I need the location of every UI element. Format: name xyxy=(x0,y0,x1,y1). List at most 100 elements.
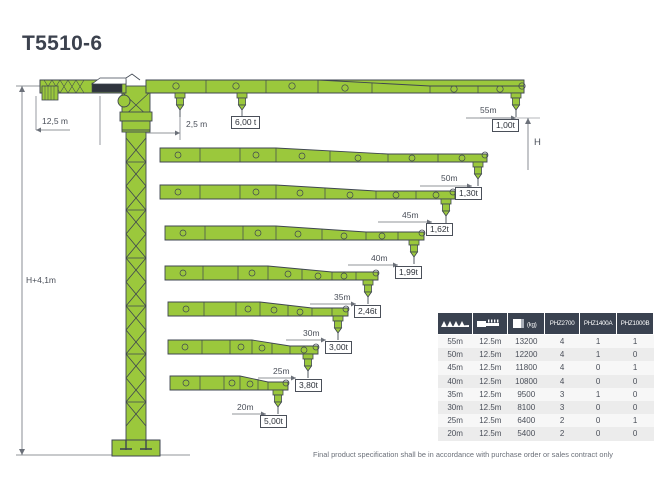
cell-phz2700: 2 xyxy=(559,416,565,426)
cell-phz1400a: 1 xyxy=(595,350,601,360)
cell-min-radius: 12.5m xyxy=(479,363,502,373)
radius-label-35m: 35m xyxy=(334,292,351,302)
table-row: 25m 12.5m 6400 2 0 1 xyxy=(437,414,654,428)
cell-phz2700: 4 xyxy=(559,363,565,373)
cell-phz1000b: 0 xyxy=(632,376,638,386)
cell-jib-length: 20m xyxy=(447,429,463,439)
table-header-row: (kg) PHZ2700 PHZ1400A PHZ1000B xyxy=(436,312,654,335)
counterjib-dimension xyxy=(35,96,101,145)
jib-row-50m xyxy=(159,147,489,189)
jib-length-icon xyxy=(441,321,470,327)
cell-min-radius: 12.5m xyxy=(479,389,502,399)
slewing-unit xyxy=(117,85,153,133)
jib-row-45m xyxy=(159,184,457,225)
crane-mast xyxy=(111,129,161,457)
cell-phz2700: 3 xyxy=(559,403,565,413)
cell-phz2700: 2 xyxy=(559,429,565,439)
capacity-label-35m: 2,46t xyxy=(354,305,381,318)
radius-label-30m: 30m xyxy=(303,328,320,338)
cell-phz1400a: 1 xyxy=(595,337,601,347)
cell-load: 8100 xyxy=(517,403,536,413)
header-phz2700: PHZ2700 xyxy=(544,312,581,335)
header-phz1400a: PHZ1400A xyxy=(579,312,618,335)
jib-row-40m xyxy=(164,225,426,268)
cell-min-radius: 12.5m xyxy=(479,403,502,413)
header-jib-length xyxy=(436,312,474,335)
cell-min-radius: 12.5m xyxy=(479,350,502,360)
cell-phz1000b: 0 xyxy=(632,429,638,439)
disclaimer-text: Final product specification shall be in … xyxy=(313,450,613,459)
cell-phz2700: 3 xyxy=(559,389,565,399)
table-row: 55m 12.5m 13200 4 1 1 xyxy=(437,334,654,349)
cell-phz1000b: 1 xyxy=(632,363,638,373)
jib-row-25m xyxy=(167,339,320,381)
cell-phz2700: 4 xyxy=(559,337,565,347)
cell-phz2700: 4 xyxy=(559,350,565,360)
load-chart-table: (kg) PHZ2700 PHZ1400A PHZ1000B 55m 12.5m… xyxy=(436,312,654,441)
dimension-total-height: H+4,1m xyxy=(26,275,56,285)
header-phz1000b: PHZ1000B xyxy=(616,312,654,335)
table-row: 20m 12.5m 5400 2 0 0 xyxy=(437,427,654,441)
cell-phz1400a: 0 xyxy=(595,403,601,413)
table-row: 45m 12.5m 11800 4 0 1 xyxy=(437,361,654,375)
cell-phz2700: 4 xyxy=(559,376,565,386)
capacity-label-40m: 1,99t xyxy=(395,266,422,279)
table-row: 50m 12.5m 12200 4 1 0 xyxy=(437,348,654,362)
cell-jib-length: 35m xyxy=(447,389,463,399)
radius-label-20m: 20m xyxy=(237,402,254,412)
cell-load: 9500 xyxy=(517,389,536,399)
cell-load: 10800 xyxy=(515,376,538,386)
dimension-hook-height: H xyxy=(534,137,541,148)
cell-phz1400a: 0 xyxy=(595,416,601,426)
capacity-label-25m: 3,80t xyxy=(295,379,322,392)
jib-row-30m xyxy=(167,301,350,343)
cell-phz1400a: 0 xyxy=(595,376,601,386)
jib-row-35m xyxy=(164,265,380,307)
header-phz1000b-label: PHZ1000B xyxy=(620,320,650,327)
cell-jib-length: 55m xyxy=(447,337,463,347)
cell-load: 13200 xyxy=(515,337,538,347)
cell-min-radius: 12.5m xyxy=(479,416,502,426)
load-weight-icon: (kg) xyxy=(513,319,537,329)
radius-label-50m: 50m xyxy=(441,173,458,183)
capacity-label-30m: 3,00t xyxy=(325,341,352,354)
dimension-counterjib-radius: 12,5 m xyxy=(42,116,68,126)
cell-load: 12200 xyxy=(515,350,538,360)
cell-phz1000b: 0 xyxy=(632,350,638,360)
capacity-label-50m: 1,30t xyxy=(455,187,482,200)
counter-jib xyxy=(39,73,141,101)
cell-phz1000b: 0 xyxy=(632,403,638,413)
header-load-weight: (kg) xyxy=(507,312,546,335)
cell-min-radius: 12.5m xyxy=(479,429,502,439)
dimension-min-radius: 2,5 m xyxy=(186,119,208,129)
load-label-max: 6,00 t xyxy=(231,116,261,129)
cell-jib-length: 50m xyxy=(447,350,463,360)
jib-row-20m xyxy=(169,375,290,417)
cell-jib-length: 40m xyxy=(447,376,463,386)
cell-load: 6400 xyxy=(517,416,536,426)
table-row: 35m 12.5m 9500 3 1 0 xyxy=(437,387,654,401)
svg-text:(kg): (kg) xyxy=(527,323,537,329)
cell-phz1000b: 1 xyxy=(632,416,638,426)
cell-load: 11800 xyxy=(515,363,538,373)
table-body: 55m 12.5m 13200 4 1 1 50m 12.5m 12200 4 … xyxy=(437,334,654,441)
jib-row-55m xyxy=(145,79,540,170)
radius-label-40m: 40m xyxy=(371,253,388,263)
cell-phz1400a: 1 xyxy=(595,389,601,399)
cell-phz1400a: 0 xyxy=(595,363,601,373)
header-phz1400a-label: PHZ1400A xyxy=(583,320,613,327)
header-phz2700-label: PHZ2700 xyxy=(549,320,575,327)
page-title: T5510-6 xyxy=(22,32,103,55)
radius-label-25m: 25m xyxy=(273,366,290,376)
cell-phz1400a: 0 xyxy=(595,429,601,439)
radius-label-45m: 45m xyxy=(402,210,419,220)
height-dimension xyxy=(16,85,190,456)
cell-phz1000b: 1 xyxy=(632,337,638,347)
capacity-label-20m: 5,00t xyxy=(260,415,287,428)
capacity-label-55m: 1,00t xyxy=(492,119,519,132)
cell-load: 5400 xyxy=(517,429,536,439)
capacity-label-45m: 1,62t xyxy=(426,223,453,236)
cell-jib-length: 45m xyxy=(447,363,463,373)
